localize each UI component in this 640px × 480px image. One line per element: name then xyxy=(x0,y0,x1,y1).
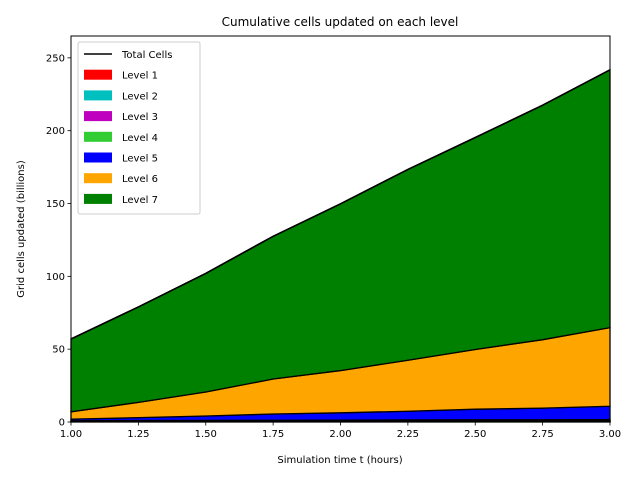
x-tick-label: 2.00 xyxy=(329,429,351,440)
y-axis-label: Grid cells updated (billions) xyxy=(16,160,27,298)
x-tick-label: 2.50 xyxy=(464,429,486,440)
legend-swatch-level-7 xyxy=(84,193,112,204)
x-tick-label: 2.25 xyxy=(397,429,419,440)
legend-label-level-5: Level 5 xyxy=(122,154,158,165)
legend-swatch-level-4 xyxy=(84,131,112,142)
x-tick-label: 1.75 xyxy=(262,429,284,440)
x-tick-label: 3.00 xyxy=(599,429,621,440)
x-tick-label: 1.50 xyxy=(195,429,217,440)
y-tick-label: 50 xyxy=(52,345,65,356)
legend-swatch-level-1 xyxy=(84,69,112,80)
y-tick-label: 250 xyxy=(46,53,65,64)
legend-label-level-1: Level 1 xyxy=(122,71,158,82)
total-cells-line xyxy=(70,69,611,340)
legend-swatch-level-5 xyxy=(84,152,112,163)
y-tick-label: 200 xyxy=(46,126,65,137)
legend-swatch-level-6 xyxy=(84,173,112,184)
legend-label-level-3: Level 3 xyxy=(122,112,158,123)
legend-label-total-cells: Total Cells xyxy=(121,50,172,61)
legend-label-level-7: Level 7 xyxy=(122,195,158,206)
x-tick-label: 2.75 xyxy=(531,429,553,440)
y-tick-label: 0 xyxy=(59,418,65,429)
stacked-areas xyxy=(70,68,611,423)
y-tick-label: 150 xyxy=(46,199,65,210)
legend-frame xyxy=(77,41,201,215)
legend-swatch-level-3 xyxy=(84,111,112,122)
x-tick-label: 1.25 xyxy=(127,429,149,440)
total-line-group xyxy=(70,69,611,340)
x-axis: 1.00 1.25 1.50 1.75 2.00 2.25 2.50 2.75 3.00 xyxy=(60,422,621,440)
y-tick-label: 100 xyxy=(46,272,65,283)
chart-title: Cumulative cells updated on each level xyxy=(222,15,459,29)
legend: Total Cells Level 1 Level 2 Level 3 Level 4 L… xyxy=(77,41,201,215)
y-axis: 0 50 100 150 200 250 xyxy=(46,53,71,429)
x-tick-label: 1.00 xyxy=(60,429,82,440)
x-axis-label: Simulation time t (hours) xyxy=(277,455,402,466)
legend-label-level-6: Level 6 xyxy=(122,174,158,185)
legend-swatch-level-2 xyxy=(84,90,112,101)
legend-label-level-4: Level 4 xyxy=(122,133,158,144)
legend-label-level-2: Level 2 xyxy=(122,91,158,102)
